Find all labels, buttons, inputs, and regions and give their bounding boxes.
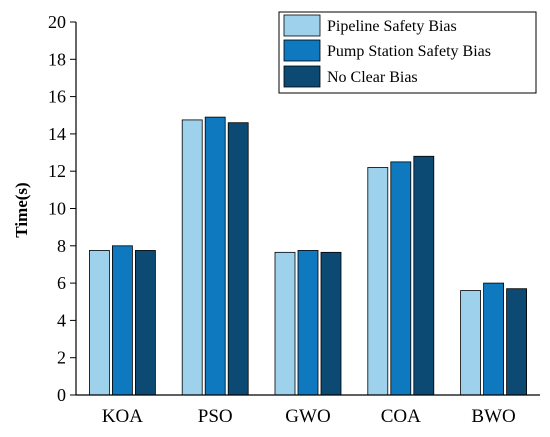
x-tick-label: PSO (198, 406, 233, 427)
bar (460, 290, 482, 396)
bar (297, 250, 319, 396)
bar (204, 116, 226, 396)
legend-swatch (283, 14, 321, 37)
y-tick-label: 18 (48, 49, 66, 69)
y-tick-label: 6 (57, 273, 66, 293)
bar (274, 251, 296, 396)
y-tick-label: 14 (48, 124, 66, 144)
bar (506, 288, 528, 396)
legend-label: Pump Station Safety Bias (327, 43, 491, 60)
legend-swatch (283, 39, 321, 62)
y-tick-label: 20 (48, 12, 66, 32)
axes-layer: 0 2 4 6 8 10 12 14 16 18 20 KOA PSO GWO COA BWO (48, 12, 540, 427)
bars-layer (89, 116, 528, 396)
legend-swatch (283, 65, 321, 88)
legend-entry: No Clear Bias (283, 65, 418, 88)
bar (89, 250, 110, 396)
bar (390, 161, 412, 396)
x-tick-label: COA (381, 406, 421, 427)
bar (483, 282, 505, 396)
y-tick-label: 12 (48, 161, 66, 181)
bar (134, 250, 156, 396)
bar (112, 245, 133, 396)
legend-box (278, 11, 537, 94)
x-tick-label: GWO (285, 406, 330, 427)
legend-entry: Pump Station Safety Bias (283, 39, 491, 62)
bar (181, 119, 203, 396)
y-ticks: 0 2 4 6 8 10 12 14 16 18 20 (48, 12, 76, 405)
y-tick-label: 8 (57, 236, 66, 256)
bar (320, 251, 342, 396)
x-ticks: KOA PSO GWO COA BWO (102, 406, 516, 427)
legend: Pipeline Safety Bias Pump Station Safety… (278, 11, 537, 94)
bar (227, 122, 249, 396)
y-tick-label: 2 (57, 348, 66, 368)
y-tick-label: 4 (57, 310, 66, 330)
legend-entry: Pipeline Safety Bias (283, 14, 457, 37)
y-tick-label: 16 (48, 87, 66, 107)
y-tick-label: 10 (48, 199, 66, 219)
x-tick-label: BWO (471, 406, 515, 427)
y-tick-label: 0 (57, 385, 66, 405)
bar (413, 155, 435, 396)
bar (367, 167, 389, 396)
y-axis-label: Time(s) (12, 182, 31, 237)
x-tick-label: KOA (102, 406, 143, 427)
legend-label: Pipeline Safety Bias (327, 18, 457, 35)
legend-label: No Clear Bias (327, 69, 418, 86)
